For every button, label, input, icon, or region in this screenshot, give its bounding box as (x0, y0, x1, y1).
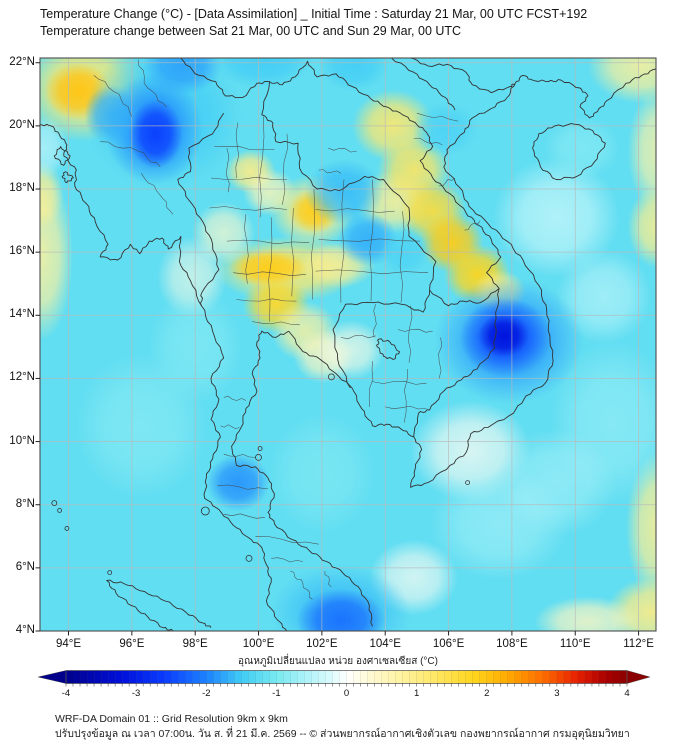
colorbar-tick-label: -2 (202, 688, 210, 699)
lat-tick-label: 18°N (9, 182, 35, 195)
lat-tick-label: 22°N (9, 55, 35, 68)
footer: WRF-DA Domain 01 :: Grid Resolution 9km … (55, 712, 630, 742)
footer-line-1: WRF-DA Domain 01 :: Grid Resolution 9km … (55, 713, 288, 725)
lon-tick-label: 94°E (55, 638, 82, 650)
small-islands (51, 373, 471, 575)
colorbar-tick-label: 2 (484, 688, 489, 699)
lat-tick-label: 6°N (15, 560, 35, 573)
map-overlay (35, 57, 657, 636)
lon-tick-label: 98°E (182, 638, 208, 650)
page-title: Temperature Change (°C) - [Data Assimila… (40, 6, 587, 40)
map-panel (35, 57, 657, 636)
title-line-2: Temperature change between Sat 21 Mar, 0… (40, 24, 462, 38)
title-line-1: Temperature Change (°C) - [Data Assimila… (40, 7, 588, 21)
colorbar-tick-label: 4 (624, 688, 629, 699)
lon-tick-label: 104°E (369, 638, 401, 650)
lon-tick-label: 106°E (432, 638, 465, 650)
lon-tick-label: 102°E (306, 638, 338, 650)
lat-tick-label: 12°N (9, 371, 35, 384)
grid-lines (40, 58, 656, 631)
footer-line-2: ปรับปรุงข้อมูล ณ เวลา 07:00น. วัน ส. ที่… (55, 728, 630, 740)
country-boundaries (40, 58, 656, 631)
lon-tick-label: 108°E (496, 638, 528, 650)
lat-tick-label: 4°N (15, 624, 35, 636)
colorbar-tick-label: 0 (344, 688, 349, 699)
colorbar-tick-label: -4 (62, 688, 70, 699)
temperature-field-canvas (40, 58, 656, 631)
lon-tick-label: 100°E (242, 638, 275, 650)
province-boundaries (93, 59, 481, 600)
colorbar-title: อุณหภูมิเปลี่ยนแปลง หน่วย องศาเซลเซียส (… (238, 656, 438, 667)
lat-tick-label: 14°N (9, 308, 35, 321)
lon-tick-label: 96°E (119, 638, 145, 650)
lat-tick-label: 10°N (9, 434, 35, 447)
colorbar-tick-label: 1 (414, 688, 419, 699)
colorbar-tick-label: -3 (132, 688, 140, 699)
axis-tick-marks (35, 62, 640, 636)
lat-tick-label: 20°N (9, 118, 35, 131)
colorbar-tick-label: -1 (272, 688, 280, 699)
colorbar-tick-label: 3 (554, 688, 559, 699)
colorbar: -4 -3 -2 -1 0 1 2 3 4 (37, 670, 651, 699)
lat-tick-label: 8°N (15, 497, 35, 510)
lon-tick-label: 112°E (623, 638, 654, 650)
lat-tick-label: 16°N (9, 245, 35, 258)
map-frame (39, 57, 657, 632)
lon-tick-label: 110°E (559, 638, 591, 650)
